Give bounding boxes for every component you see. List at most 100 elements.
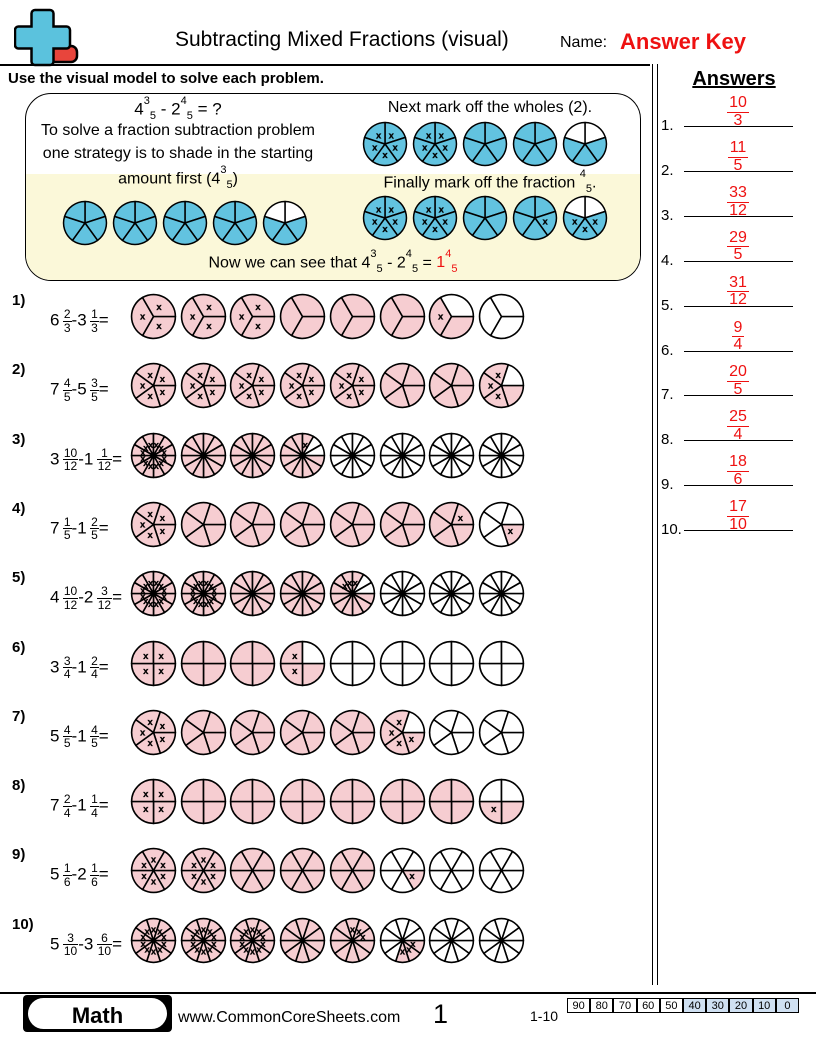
svg-text:x: x	[147, 509, 153, 520]
svg-text:x: x	[207, 944, 213, 955]
svg-text:x: x	[508, 526, 514, 537]
svg-text:x: x	[409, 871, 415, 882]
svg-text:x: x	[247, 370, 253, 381]
svg-text:x: x	[292, 650, 298, 661]
svg-text:x: x	[143, 789, 149, 800]
svg-text:x: x	[151, 924, 157, 935]
svg-text:x: x	[439, 130, 445, 141]
svg-text:x: x	[141, 871, 147, 882]
svg-text:x: x	[143, 804, 149, 815]
svg-text:x: x	[190, 381, 196, 392]
svg-text:x: x	[140, 312, 146, 323]
svg-text:x: x	[194, 926, 200, 937]
svg-text:x: x	[161, 586, 167, 597]
svg-text:x: x	[352, 578, 358, 589]
svg-text:x: x	[292, 666, 298, 677]
svg-text:x: x	[438, 312, 444, 323]
svg-text:x: x	[141, 860, 147, 871]
svg-text:x: x	[148, 599, 154, 610]
svg-text:x: x	[408, 734, 414, 745]
svg-text:x: x	[406, 944, 412, 955]
svg-text:x: x	[393, 216, 399, 227]
svg-text:x: x	[201, 877, 207, 888]
svg-text:x: x	[203, 599, 209, 610]
svg-text:x: x	[495, 391, 501, 402]
svg-text:x: x	[339, 381, 345, 392]
svg-text:x: x	[148, 461, 154, 472]
svg-text:x: x	[582, 224, 588, 235]
svg-text:x: x	[191, 871, 197, 882]
svg-text:x: x	[159, 458, 165, 469]
svg-text:x: x	[426, 130, 432, 141]
svg-text:x: x	[309, 374, 315, 385]
svg-text:x: x	[393, 142, 399, 153]
svg-text:x: x	[572, 216, 578, 227]
svg-text:x: x	[250, 946, 256, 957]
svg-text:x: x	[140, 519, 146, 530]
svg-text:x: x	[346, 370, 352, 381]
svg-text:x: x	[209, 374, 215, 385]
svg-text:x: x	[206, 321, 212, 332]
svg-text:x: x	[346, 391, 352, 402]
svg-text:x: x	[593, 216, 599, 227]
svg-text:x: x	[161, 932, 167, 943]
svg-text:x: x	[210, 860, 216, 871]
svg-text:x: x	[147, 530, 153, 541]
svg-text:x: x	[495, 370, 501, 381]
svg-text:x: x	[160, 387, 166, 398]
svg-text:x: x	[144, 926, 150, 937]
svg-text:x: x	[426, 204, 432, 215]
svg-text:x: x	[143, 650, 149, 661]
svg-text:x: x	[160, 526, 166, 537]
svg-text:x: x	[376, 130, 382, 141]
svg-text:x: x	[259, 374, 265, 385]
svg-text:x: x	[376, 204, 382, 215]
svg-text:x: x	[399, 946, 405, 957]
svg-text:x: x	[372, 142, 378, 153]
svg-text:x: x	[206, 302, 212, 313]
svg-text:x: x	[443, 216, 449, 227]
svg-text:x: x	[159, 650, 165, 661]
svg-text:x: x	[422, 216, 428, 227]
svg-text:x: x	[432, 150, 438, 161]
svg-text:x: x	[297, 370, 303, 381]
svg-text:x: x	[208, 596, 214, 607]
svg-text:x: x	[191, 860, 197, 871]
svg-text:x: x	[297, 391, 303, 402]
svg-text:x: x	[143, 666, 149, 677]
svg-text:x: x	[160, 513, 166, 524]
svg-text:x: x	[257, 944, 263, 955]
svg-text:x: x	[198, 599, 204, 610]
svg-text:x: x	[250, 924, 256, 935]
svg-text:x: x	[543, 216, 549, 227]
svg-text:x: x	[151, 855, 157, 866]
svg-text:x: x	[159, 666, 165, 677]
svg-text:x: x	[256, 321, 262, 332]
svg-text:x: x	[360, 932, 366, 943]
svg-text:x: x	[151, 946, 157, 957]
svg-text:x: x	[488, 381, 494, 392]
svg-text:x: x	[389, 204, 395, 215]
svg-text:x: x	[147, 738, 153, 749]
svg-text:x: x	[443, 142, 449, 153]
svg-text:x: x	[458, 513, 464, 524]
svg-text:x: x	[160, 374, 166, 385]
svg-text:x: x	[159, 789, 165, 800]
svg-text:x: x	[359, 374, 365, 385]
svg-text:x: x	[372, 216, 378, 227]
svg-text:x: x	[160, 721, 166, 732]
svg-text:x: x	[201, 946, 207, 957]
svg-text:x: x	[154, 599, 160, 610]
svg-text:x: x	[396, 717, 402, 728]
svg-text:x: x	[157, 944, 163, 955]
svg-text:x: x	[256, 302, 262, 313]
svg-text:x: x	[244, 926, 250, 937]
svg-text:x: x	[156, 321, 162, 332]
svg-text:x: x	[396, 738, 402, 749]
svg-text:x: x	[259, 387, 265, 398]
svg-text:x: x	[303, 439, 309, 450]
svg-text:x: x	[239, 381, 245, 392]
svg-text:x: x	[289, 381, 295, 392]
svg-text:x: x	[247, 391, 253, 402]
svg-text:x: x	[439, 204, 445, 215]
